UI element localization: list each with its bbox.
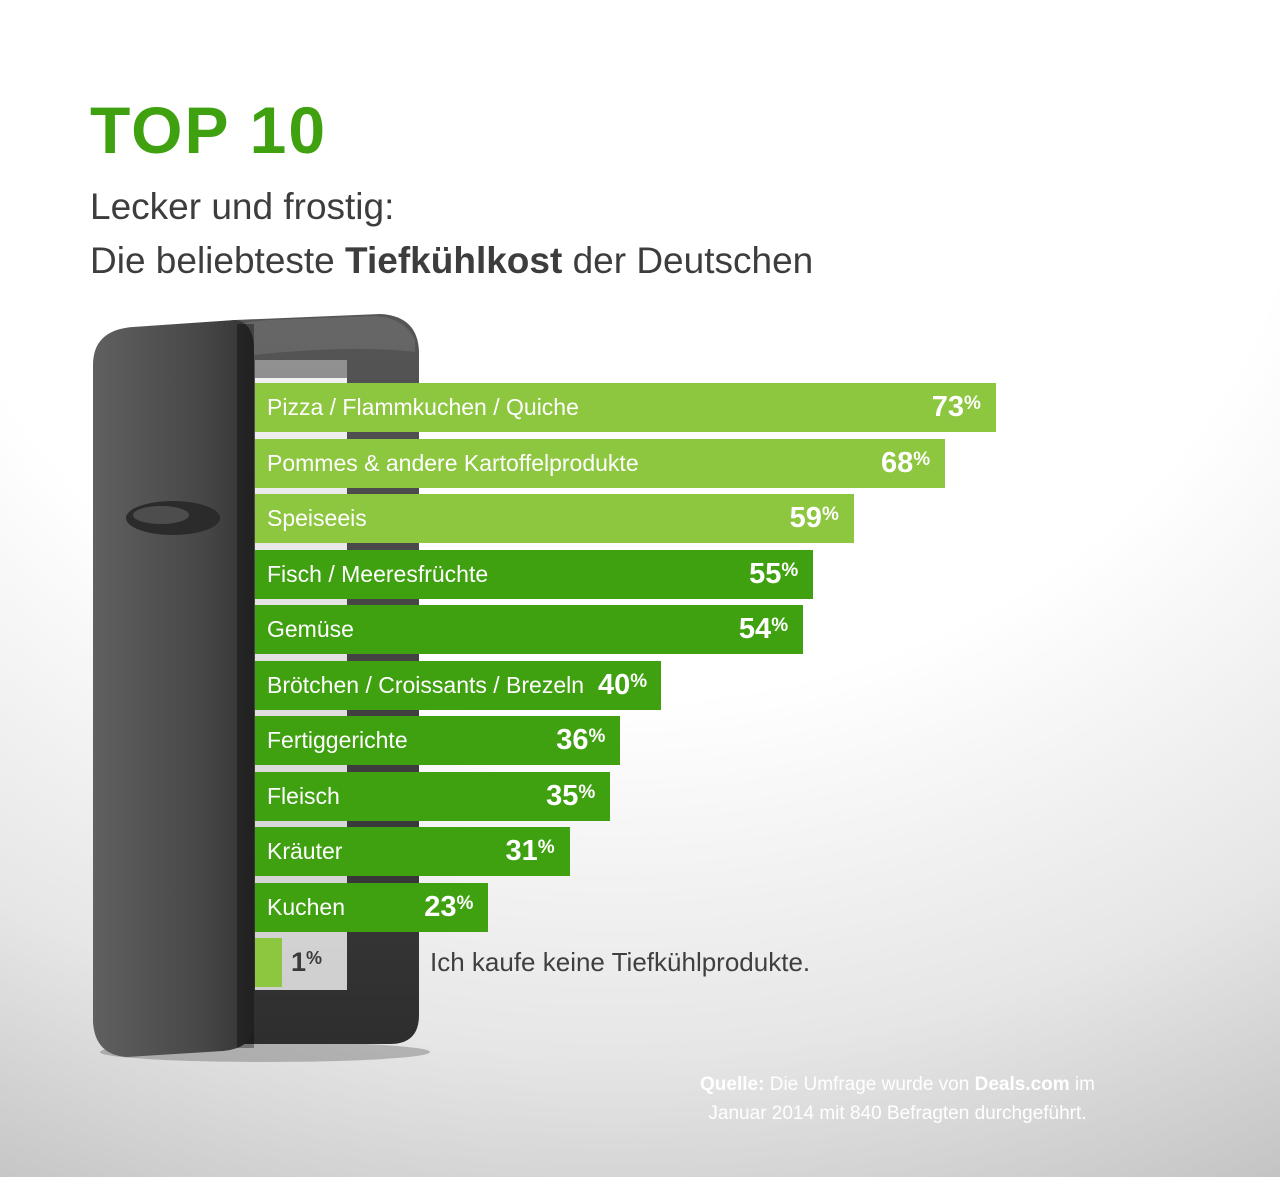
bar-row-7: Fertiggerichte 36% [255, 716, 1275, 765]
freezer-door-edge [237, 324, 254, 1048]
bar-2: Pommes & andere Kartoffelprodukte 68% [255, 438, 946, 488]
bar-11 [255, 938, 282, 987]
bar-7: Fertiggerichte 36% [255, 716, 621, 765]
bar-label-2: Pommes & andere Kartoffelprodukte [267, 449, 639, 476]
bar-value-1: 73% [931, 391, 981, 423]
bar-value-7: 36% [556, 724, 606, 756]
bar-value-3: 59% [789, 502, 839, 534]
bar-value-10: 23% [424, 890, 474, 923]
bar-value-9: 31% [505, 835, 555, 867]
bar-row-2: Pommes & andere Kartoffelprodukte 68% [255, 438, 1275, 488]
bar-row-11: 1% Ich kaufe keine Tiefkühlprodukte. [255, 938, 1275, 987]
bar-value-11: 1% [291, 947, 323, 977]
bar-row-3: Speiseeis 59% [255, 494, 1275, 543]
bar-5: Gemüse 54% [255, 605, 804, 654]
bar-row-1: Pizza / Flammkuchen / Quiche 73% [255, 383, 1275, 432]
bar-4: Fisch / Meeresfrüchte 55% [255, 549, 814, 599]
bar-chart: Pizza / Flammkuchen / Quiche 73% Pommes & … [255, 383, 1275, 994]
bar-label-8: Fleisch [267, 782, 340, 809]
bar-row-4: Fisch / Meeresfrüchte 55% [255, 549, 1275, 599]
bar-label-1: Pizza / Flammkuchen / Quiche [267, 394, 579, 420]
bar-label-6: Brötchen / Croissants / Brezeln [267, 671, 585, 698]
freezer-door [93, 320, 254, 1057]
no-purchase-label: Ich kaufe keine Tiefkühlprodukte. [430, 947, 811, 977]
bar-row-10: Kuchen 23% [255, 882, 1275, 932]
source-text-1: Die Umfrage wurde von [764, 1074, 975, 1095]
bar-3: Speiseeis 59% [255, 494, 854, 543]
subtitle-suffix: der Deutschen [562, 239, 814, 281]
subtitle-prefix: Die beliebteste [90, 239, 346, 281]
source-brand: Deals.com [974, 1074, 1070, 1095]
subtitle-bold-word: Tiefkühlkost [345, 239, 563, 281]
page-title: TOP 10 [90, 93, 328, 167]
bar-label-4: Fisch / Meeresfrüchte [267, 560, 489, 587]
source-text-2: im [1069, 1074, 1095, 1095]
source-line-2: Januar 2014 mit 840 Befragten durchgefüh… [708, 1102, 1087, 1124]
bar-label-3: Speiseeis [267, 505, 367, 531]
bar-row-8: Fleisch 35% [255, 771, 1275, 821]
bar-label-10: Kuchen [267, 893, 346, 920]
bar-value-6: 40% [598, 668, 648, 701]
bar-6: Brötchen / Croissants / Brezeln 40% [255, 660, 661, 710]
bar-row-5: Gemüse 54% [255, 605, 1275, 654]
subtitle-line-1: Lecker und frostig: [90, 186, 395, 227]
source-line-1: Quelle: Die Umfrage wurde von Deals.com … [695, 1071, 1100, 1100]
bar-value-8: 35% [546, 779, 596, 812]
freezer-handle-highlight [133, 506, 189, 524]
freezer-interior-shadow [255, 360, 347, 378]
bar-row-9: Kräuter 31% [255, 827, 1275, 876]
bar-label-9: Kräuter [267, 838, 343, 864]
bar-value-2: 68% [881, 446, 931, 479]
bar-1: Pizza / Flammkuchen / Quiche 73% [255, 383, 996, 432]
bar-value-5: 54% [738, 613, 789, 645]
bar-label-5: Gemüse [267, 616, 354, 642]
subtitle-line-2: Die beliebteste Tiefkühlkost der Deutsch… [90, 234, 813, 288]
bar-row-6: Brötchen / Croissants / Brezeln 40% [255, 660, 1275, 710]
bar-8: Fleisch 35% [255, 771, 611, 821]
bar-10: Kuchen 23% [255, 882, 489, 932]
page-subtitle: Lecker und frostig: Die beliebteste Tief… [90, 180, 813, 287]
bar-value-4: 55% [749, 557, 799, 590]
source-note: Quelle: Die Umfrage wurde von Deals.com … [695, 1071, 1100, 1128]
source-label: Quelle: [700, 1074, 765, 1095]
bar-label-7: Fertiggerichte [267, 727, 408, 753]
bar-9: Kräuter 31% [255, 827, 570, 876]
